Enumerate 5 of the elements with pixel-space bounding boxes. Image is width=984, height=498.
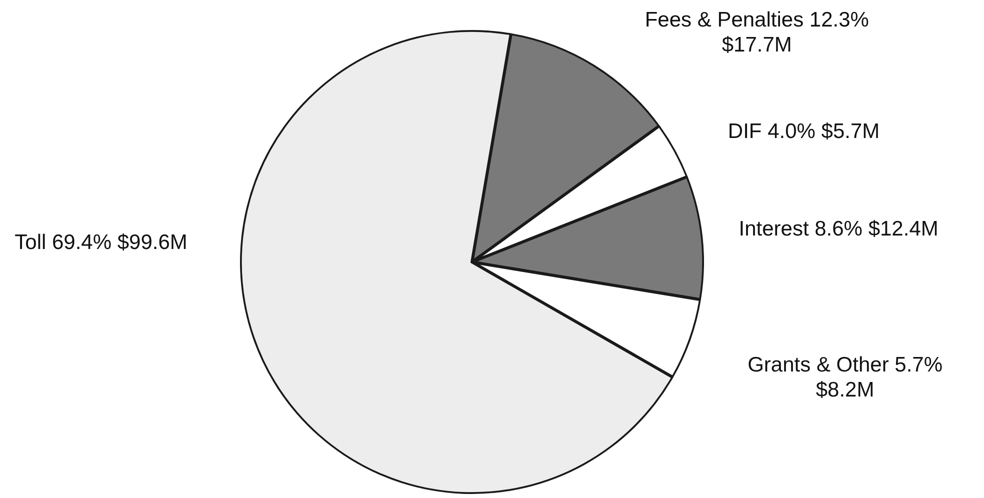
slice-label: DIF 4.0% $5.7M [728,120,880,143]
slice-label: Interest 8.6% $12.4M [738,217,938,240]
slice-label: Fees & Penalties 12.3% $17.7M [644,8,869,56]
slice-label: Grants & Other 5.7% $8.2M [748,353,943,402]
slice-label: Toll 69.4% $99.6M [14,230,188,254]
